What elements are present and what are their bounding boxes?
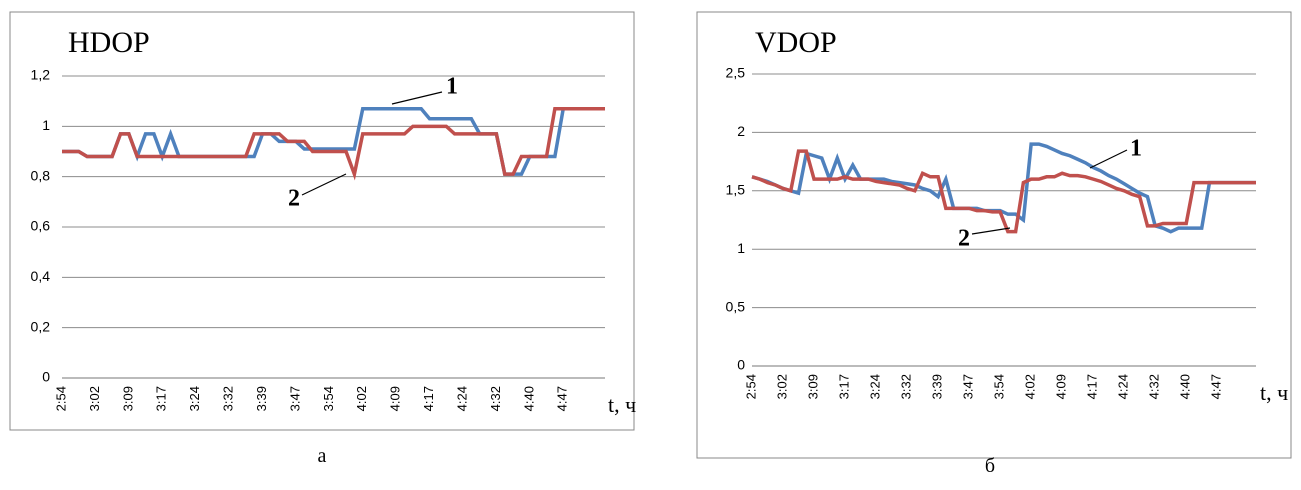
y-tick-label: 2 bbox=[737, 123, 745, 139]
x-tick-label: 4:40 bbox=[521, 386, 536, 411]
chart-frame bbox=[9, 11, 635, 431]
y-tick-label: 0,4 bbox=[31, 268, 51, 284]
x-tick-label: 4:40 bbox=[1178, 374, 1193, 399]
series-line bbox=[62, 106, 605, 176]
x-tick-label: 3:39 bbox=[930, 374, 945, 399]
series-name: 1 bbox=[1130, 136, 1142, 162]
x-tick-label: 3:02 bbox=[87, 386, 102, 411]
series-line bbox=[751, 149, 1256, 234]
y-tick-label: 0 bbox=[737, 357, 745, 373]
x-tick-label: 4:02 bbox=[1023, 374, 1038, 399]
x-tick-label: 3:47 bbox=[961, 374, 976, 399]
y-tick-label: 1,2 bbox=[31, 67, 51, 83]
x-tick-label: 4:47 bbox=[555, 386, 570, 411]
x-tick-label: 3:17 bbox=[154, 386, 169, 411]
x-tick-label: 3:47 bbox=[287, 386, 302, 411]
y-tick-label: 0,8 bbox=[31, 167, 51, 183]
y-tick-label: 1 bbox=[42, 117, 50, 133]
x-tick-label: 4:02 bbox=[354, 386, 369, 411]
y-tick-label: 1 bbox=[737, 240, 745, 256]
y-tick-label: 0,6 bbox=[31, 218, 51, 234]
x-tick-label: 3:54 bbox=[321, 386, 336, 411]
x-tick-label: 4:09 bbox=[1054, 374, 1069, 399]
series-name: 2 bbox=[288, 186, 300, 212]
series-name: 2 bbox=[958, 226, 970, 252]
x-tick-label: 3:32 bbox=[899, 374, 914, 399]
y-tick-label: 1,5 bbox=[726, 182, 746, 198]
chart-title: VDOP bbox=[755, 26, 837, 59]
x-tick-label: 4:09 bbox=[388, 386, 403, 411]
series-name: 1 bbox=[446, 74, 458, 100]
x-tick-label: 3:24 bbox=[867, 374, 882, 399]
x-tick-label: 3:02 bbox=[774, 374, 789, 399]
x-tick-label: 4:24 bbox=[454, 386, 469, 411]
series-pointer bbox=[971, 227, 1011, 235]
x-tick-label: 2:54 bbox=[53, 386, 68, 411]
chart-title: HDOP bbox=[68, 26, 150, 59]
x-tick-label: 4:17 bbox=[1085, 374, 1100, 399]
chart-frame bbox=[696, 11, 1292, 459]
x-tick-label: 4:24 bbox=[1116, 374, 1131, 399]
caption: б bbox=[985, 455, 995, 477]
caption: а bbox=[318, 445, 327, 467]
x-tick-label: 3:54 bbox=[992, 374, 1007, 399]
series-line bbox=[62, 106, 605, 181]
x-tick-label: 4:17 bbox=[421, 386, 436, 411]
series-line bbox=[751, 142, 1256, 234]
x-tick-label: 2:54 bbox=[743, 374, 758, 399]
x-tick-label: 4:32 bbox=[488, 386, 503, 411]
series-pointer bbox=[391, 91, 443, 105]
x-tick-label: 3:09 bbox=[120, 386, 135, 411]
series-pointer bbox=[1089, 149, 1128, 169]
y-tick-label: 0,5 bbox=[726, 298, 746, 314]
series-pointer bbox=[301, 173, 347, 196]
x-axis-label: t, ч bbox=[1260, 380, 1288, 405]
x-tick-label: 3:39 bbox=[254, 386, 269, 411]
x-tick-label: 4:47 bbox=[1209, 374, 1224, 399]
x-tick-label: 4:32 bbox=[1147, 374, 1162, 399]
x-axis-label: t, ч bbox=[608, 392, 636, 417]
y-tick-label: 0 bbox=[42, 369, 50, 385]
x-tick-label: 3:32 bbox=[221, 386, 236, 411]
x-tick-label: 3:17 bbox=[836, 374, 851, 399]
y-tick-label: 2,5 bbox=[726, 65, 746, 81]
y-tick-label: 0,2 bbox=[31, 318, 51, 334]
x-tick-label: 3:24 bbox=[187, 386, 202, 411]
x-tick-label: 3:09 bbox=[805, 374, 820, 399]
